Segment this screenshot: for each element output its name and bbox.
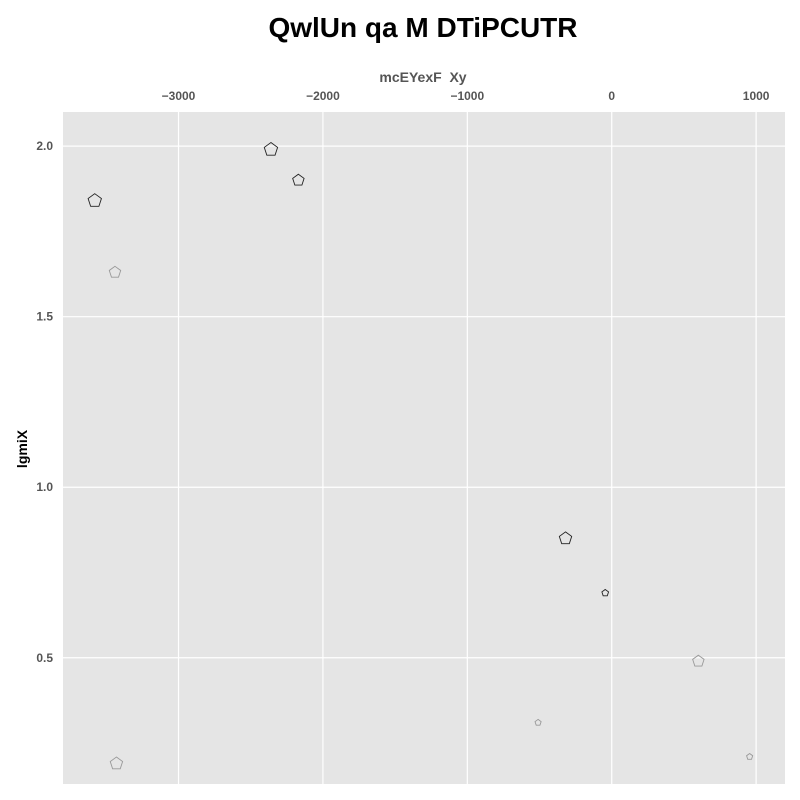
scatter-point: [534, 718, 542, 726]
scatter-point: [109, 756, 124, 770]
scatter-point: [601, 588, 610, 597]
scatter-point: [692, 654, 705, 667]
scatter-point: [292, 173, 305, 186]
x-tick-label: −2000: [306, 89, 340, 103]
x-tick-label: 0: [608, 89, 615, 103]
chart-title: QwlUn qa M DTiPCUTR: [268, 12, 577, 43]
y-axis-label: lgmiX: [14, 429, 30, 468]
x-tick-label: −1000: [450, 89, 484, 103]
plot-area: [63, 112, 785, 784]
scatter-point: [263, 141, 279, 156]
tick-labels: −3000 −2000 −1000 0 1000 0.5 1.0 1.5 2.0: [36, 89, 769, 665]
y-tick-label: 1.0: [36, 480, 53, 494]
x-axis-label: mcEYexF Xy: [379, 69, 466, 85]
y-tick-label: 0.5: [36, 651, 53, 665]
scatter-point: [558, 531, 573, 545]
y-tick-label: 1.5: [36, 310, 53, 324]
scatter-point: [746, 752, 754, 760]
x-tick-label: −3000: [162, 89, 196, 103]
grid-lines: [63, 112, 785, 784]
scatter-point: [87, 193, 102, 207]
y-tick-label: 2.0: [36, 139, 53, 153]
x-tick-label: 1000: [743, 89, 770, 103]
scatter-point: [108, 265, 122, 278]
data-points: [87, 141, 754, 770]
